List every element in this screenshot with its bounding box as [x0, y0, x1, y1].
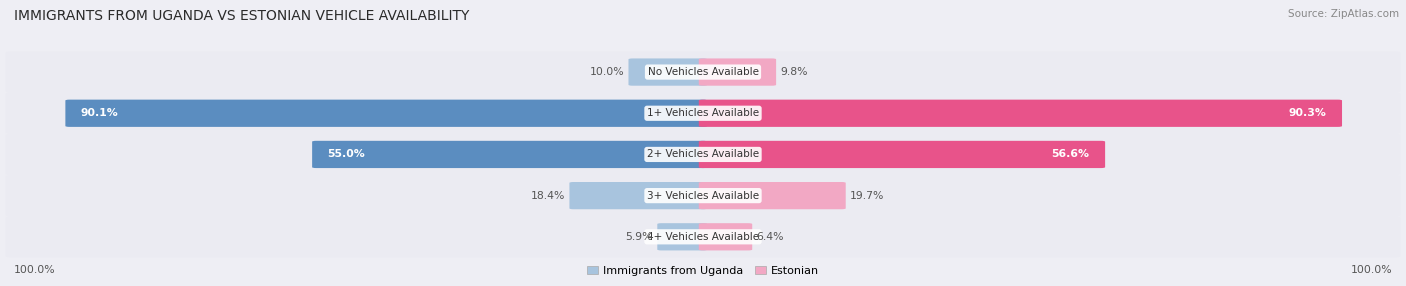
FancyBboxPatch shape	[628, 58, 707, 86]
FancyBboxPatch shape	[699, 100, 1343, 127]
Legend: Immigrants from Uganda, Estonian: Immigrants from Uganda, Estonian	[582, 261, 824, 281]
FancyBboxPatch shape	[6, 175, 1400, 216]
Text: 18.4%: 18.4%	[531, 191, 565, 200]
FancyBboxPatch shape	[699, 182, 846, 209]
Text: IMMIGRANTS FROM UGANDA VS ESTONIAN VEHICLE AVAILABILITY: IMMIGRANTS FROM UGANDA VS ESTONIAN VEHIC…	[14, 9, 470, 23]
FancyBboxPatch shape	[66, 100, 707, 127]
Text: 2+ Vehicles Available: 2+ Vehicles Available	[647, 150, 759, 159]
FancyBboxPatch shape	[312, 141, 707, 168]
Text: 4+ Vehicles Available: 4+ Vehicles Available	[647, 232, 759, 242]
FancyBboxPatch shape	[657, 223, 707, 251]
FancyBboxPatch shape	[569, 182, 707, 209]
Text: No Vehicles Available: No Vehicles Available	[648, 67, 758, 77]
Text: 19.7%: 19.7%	[849, 191, 884, 200]
Text: 10.0%: 10.0%	[589, 67, 624, 77]
FancyBboxPatch shape	[6, 134, 1400, 175]
FancyBboxPatch shape	[6, 93, 1400, 134]
Text: 3+ Vehicles Available: 3+ Vehicles Available	[647, 191, 759, 200]
FancyBboxPatch shape	[699, 58, 776, 86]
FancyBboxPatch shape	[6, 51, 1400, 93]
Text: 6.4%: 6.4%	[756, 232, 785, 242]
FancyBboxPatch shape	[699, 141, 1105, 168]
FancyBboxPatch shape	[699, 223, 752, 251]
Text: 100.0%: 100.0%	[1350, 265, 1392, 275]
Text: 1+ Vehicles Available: 1+ Vehicles Available	[647, 108, 759, 118]
Text: Source: ZipAtlas.com: Source: ZipAtlas.com	[1288, 9, 1399, 19]
Text: 55.0%: 55.0%	[328, 150, 366, 159]
Text: 9.8%: 9.8%	[780, 67, 808, 77]
Text: 100.0%: 100.0%	[14, 265, 56, 275]
Text: 5.9%: 5.9%	[626, 232, 652, 242]
Text: 90.3%: 90.3%	[1289, 108, 1327, 118]
Text: 56.6%: 56.6%	[1052, 150, 1090, 159]
Text: 90.1%: 90.1%	[82, 108, 118, 118]
FancyBboxPatch shape	[6, 216, 1400, 257]
